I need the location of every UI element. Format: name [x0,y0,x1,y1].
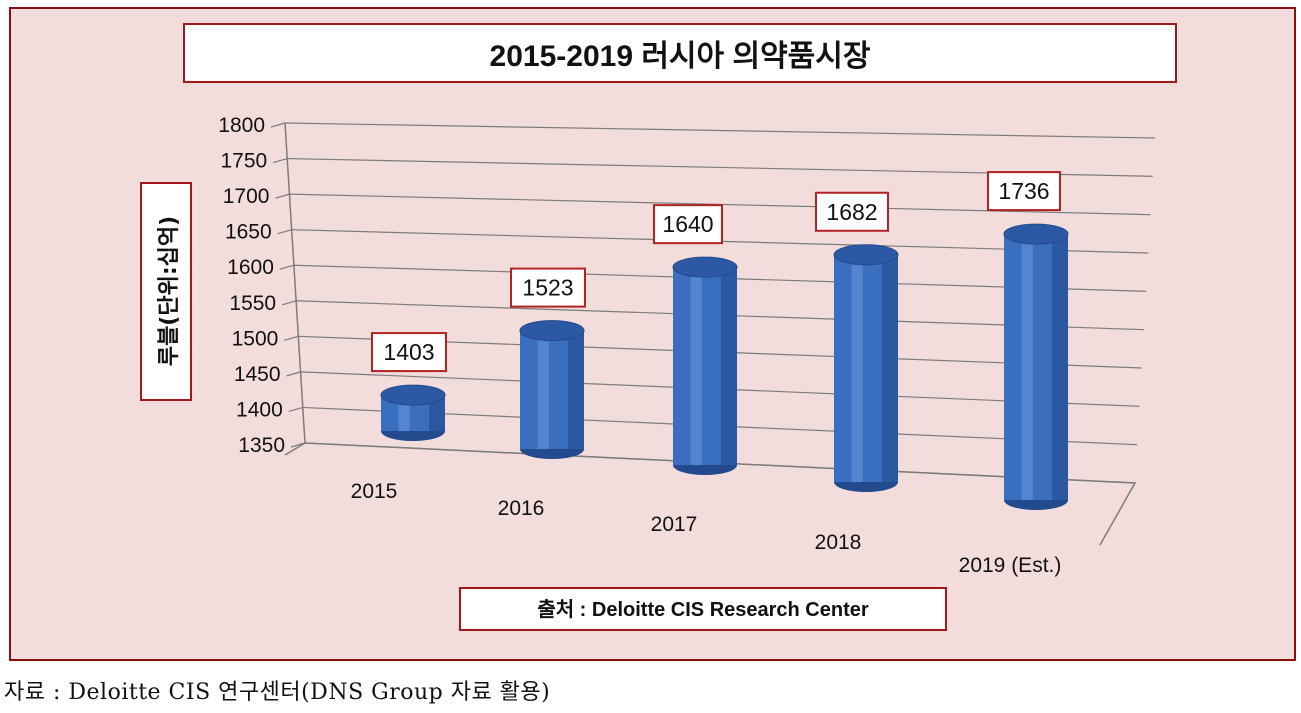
data-label-text: 1640 [662,211,713,237]
bar-shade [429,395,445,431]
y-tick-label: 1500 [232,327,279,350]
data-label-box [371,332,447,373]
bar-highlight [851,254,863,482]
y-tick-label: 1600 [227,256,274,279]
bar-highlight [690,267,702,465]
chart-panel [9,7,1296,661]
bar-shade [721,267,737,465]
bar-shade [1052,234,1068,501]
chart-title: 2015-2019 러시아 의약품시장 [490,40,871,73]
data-label-box [510,267,586,308]
bar-shade [568,330,584,449]
bar-top [380,384,446,406]
bar-top [1003,223,1069,245]
y-axis-label: 루블(단위:십억) [157,216,182,366]
ylabel-box [140,182,192,401]
y-tick-label: 1550 [229,292,276,315]
bar [519,320,585,459]
y-tick-label: 1400 [236,398,283,421]
bar-highlight [398,395,410,431]
y-tick-label: 1350 [238,434,285,457]
data-label: 1736 [987,171,1061,212]
source-note: 출처 : Deloitte CIS Research Center [537,598,869,621]
data-label-text: 1736 [998,178,1049,204]
bar-highlight [537,330,549,449]
data-label-box [653,204,723,245]
bar-highlight [1021,234,1033,501]
bar-top [672,256,738,278]
bars: 1403 1523 1640 1682 1736 [371,171,1069,510]
data-label-text: 1523 [522,275,573,301]
bar-shade [882,254,898,482]
bar [833,244,899,492]
data-label-text: 1403 [383,339,434,365]
y-tick-label: 1750 [221,150,268,173]
data-label-box [815,191,889,232]
x-tick-label: 2017 [651,513,698,536]
bar-top [519,320,585,342]
y-tick-label: 1650 [225,221,272,244]
caption: 자료 : Deloitte CIS 연구센터(DNS Group 자료 활용) [4,680,551,705]
bar [380,384,446,441]
data-label: 1682 [815,191,889,232]
chart: 2015-2019 러시아 의약품시장 루블(단위:십억) 1350 1400 14… [9,7,1296,661]
y-ticks: 1350 1400 1450 1500 1550 1600 1650 1700 1750 1800 [218,114,285,457]
title-box [183,23,1177,83]
source-box [459,587,947,631]
x-tick-label: 2016 [498,497,545,520]
bar-top [833,244,899,266]
data-label-box [987,171,1061,212]
data-label: 1523 [510,267,586,308]
y-tick-label: 1450 [234,363,281,386]
data-label: 1403 [371,332,447,373]
bar [672,256,738,475]
x-tick-label: 2019 (Est.) [959,554,1062,577]
bar [1003,223,1069,510]
x-tick-label: 2018 [815,531,862,554]
x-ticks: 2015 2016 2017 2018 2019 (Est.) [351,480,1062,577]
data-label-text: 1682 [826,199,877,225]
data-label: 1640 [653,204,723,245]
x-tick-label: 2015 [351,480,398,503]
y-tick-label: 1700 [223,185,270,208]
y-tick-label: 1800 [218,114,265,137]
